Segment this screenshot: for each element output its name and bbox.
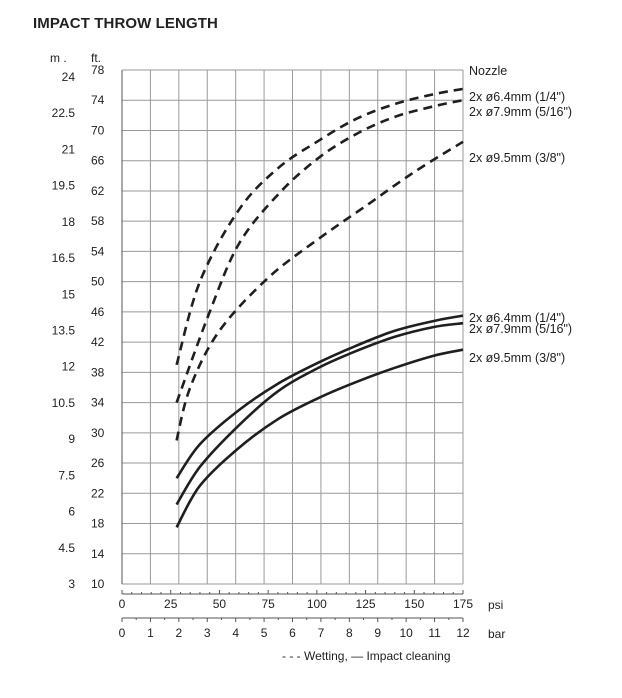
series-label: 2x ø7.9mm (5/16") xyxy=(469,105,572,119)
x-tick-label-psi: 0 xyxy=(119,597,126,611)
legend-title: Nozzle xyxy=(469,64,507,78)
axes: m . ft.7874706662585450464238343026221814… xyxy=(50,51,505,641)
y-tick-label-ft: 74 xyxy=(91,93,105,107)
series-line-dashed-0 xyxy=(175,87,464,366)
series-line-solid-5 xyxy=(175,348,464,528)
x-tick-label-psi: 175 xyxy=(453,597,473,611)
y-tick-label-m: 13.5 xyxy=(52,324,76,338)
y-axis-title-m: m . xyxy=(50,51,67,65)
x-tick-label-psi: 25 xyxy=(164,597,178,611)
x-tick-label-bar: 11 xyxy=(428,626,441,640)
x-tick-label-bar: 8 xyxy=(346,626,353,640)
x-axis-title-bar: bar xyxy=(488,627,505,641)
x-tick-label-psi: 150 xyxy=(404,597,424,611)
y-tick-label-ft: 14 xyxy=(91,547,105,561)
y-tick-label-m: 18 xyxy=(62,215,76,229)
y-tick-label-m: 21 xyxy=(62,142,76,156)
y-tick-label-ft: 30 xyxy=(91,426,105,440)
x-tick-label-bar: 0 xyxy=(119,626,126,640)
series-line-solid-3 xyxy=(175,314,464,479)
line-style-caption: - - - Wetting, — Impact cleaning xyxy=(282,649,451,663)
y-tick-label-m: 24 xyxy=(62,70,76,84)
y-tick-label-ft: 18 xyxy=(91,517,105,531)
x-tick-label-bar: 5 xyxy=(261,626,268,640)
y-tick-label-m: 9 xyxy=(68,432,75,446)
x-tick-label-psi: 125 xyxy=(356,597,376,611)
y-tick-label-ft: 34 xyxy=(91,396,105,410)
series-line-solid-4 xyxy=(175,321,464,506)
y-tick-label-ft: 46 xyxy=(91,305,105,319)
series-line-dashed-2 xyxy=(175,140,464,441)
x-tick-label-bar: 3 xyxy=(204,626,211,640)
y-tick-label-m: 16.5 xyxy=(52,251,76,265)
y-tick-label-ft: 78 xyxy=(91,63,105,77)
y-tick-label-m: 7.5 xyxy=(58,468,75,482)
series-lines xyxy=(175,87,464,528)
y-tick-label-m: 6 xyxy=(68,505,75,519)
y-tick-label-ft: 22 xyxy=(91,486,105,500)
series-label: 2x ø9.5mm (3/8") xyxy=(469,351,565,365)
x-tick-label-psi: 100 xyxy=(307,597,327,611)
y-tick-label-ft: 54 xyxy=(91,244,105,258)
x-tick-label-bar: 7 xyxy=(318,626,325,640)
y-tick-label-ft: 70 xyxy=(91,123,105,137)
y-tick-label-m: 22.5 xyxy=(52,106,76,120)
x-tick-label-bar: 2 xyxy=(175,626,182,640)
y-tick-label-ft: 38 xyxy=(91,365,105,379)
y-axis-title-ft: ft. xyxy=(91,51,101,65)
x-tick-label-psi: 50 xyxy=(213,597,227,611)
x-tick-label-bar: 9 xyxy=(374,626,381,640)
y-tick-label-ft: 50 xyxy=(91,275,105,289)
x-tick-label-bar: 12 xyxy=(456,626,470,640)
series-label: 2x ø7.9mm (5/16") xyxy=(469,322,572,336)
y-tick-label-ft: 62 xyxy=(91,184,105,198)
y-tick-label-ft: 42 xyxy=(91,335,105,349)
chart-title: IMPACT THROW LENGTH xyxy=(33,15,218,32)
y-tick-label-ft: 58 xyxy=(91,214,105,228)
y-tick-label-m: 10.5 xyxy=(52,396,76,410)
y-tick-label-ft: 26 xyxy=(91,456,105,470)
x-tick-label-bar: 4 xyxy=(232,626,239,640)
series-label: 2x ø9.5mm (3/8") xyxy=(469,151,565,165)
grid xyxy=(121,69,464,585)
y-tick-label-m: 4.5 xyxy=(58,541,75,555)
x-tick-label-bar: 1 xyxy=(147,626,154,640)
y-tick-label-m: 19.5 xyxy=(52,179,76,193)
y-tick-label-m: 3 xyxy=(68,577,75,591)
y-tick-label-m: 12 xyxy=(62,360,76,374)
x-tick-label-bar: 10 xyxy=(399,626,413,640)
series-label: 2x ø6.4mm (1/4") xyxy=(469,90,565,104)
x-tick-label-bar: 6 xyxy=(289,626,296,640)
x-tick-label-psi: 75 xyxy=(261,597,275,611)
series-label: 2x ø6.4mm (1/4") xyxy=(469,311,565,325)
y-tick-label-m: 15 xyxy=(62,287,76,301)
y-tick-label-ft: 66 xyxy=(91,154,105,168)
y-tick-label-ft: 10 xyxy=(91,577,105,591)
x-axis-title-psi: psi xyxy=(488,598,503,612)
